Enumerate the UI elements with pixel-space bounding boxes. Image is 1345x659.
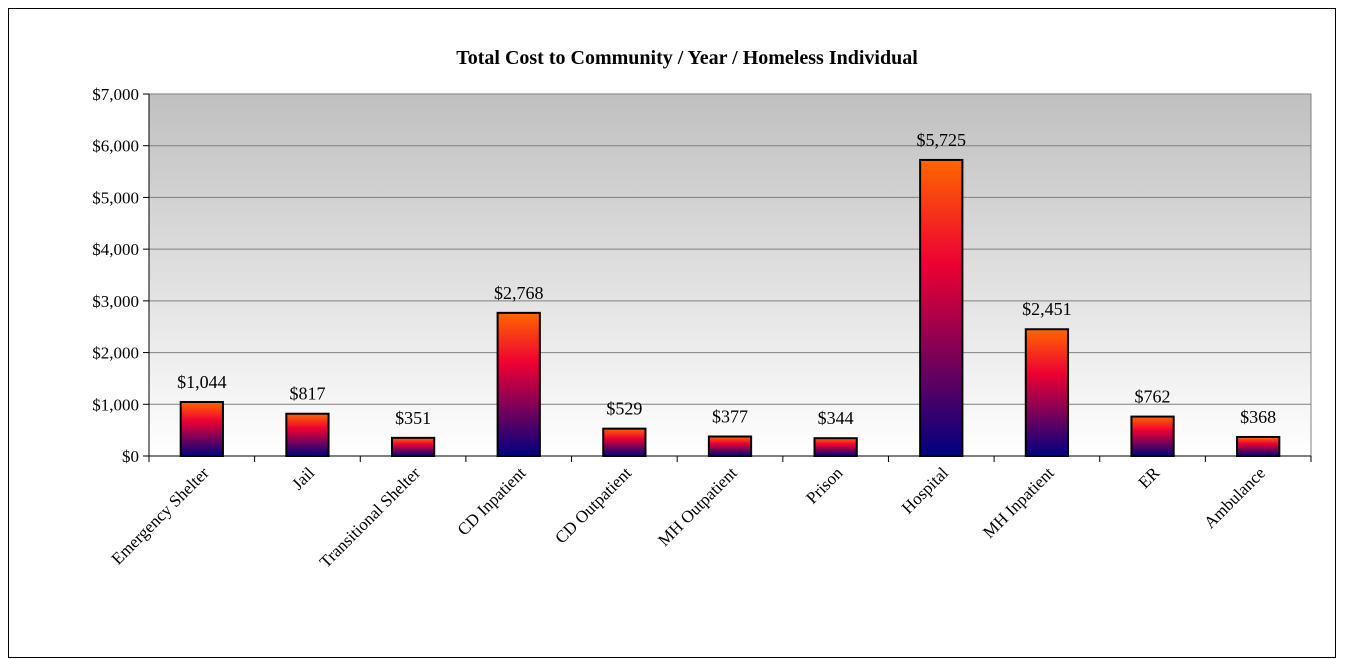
x-tick-label: CD Outpatient [551,463,635,547]
y-tick-label: $7,000 [92,85,139,104]
bars [179,158,1281,458]
x-tick-label: MH Outpatient [654,463,741,550]
bar [496,311,541,457]
x-tick-label: Hospital [898,463,952,517]
y-tick-label: $3,000 [92,292,139,311]
x-tick-label: Emergency Shelter [108,463,213,568]
bar [285,412,330,457]
y-tick-label: $1,000 [92,395,139,414]
y-tick-label: $0 [122,447,139,466]
bar [707,435,753,458]
data-label: $377 [712,407,748,427]
data-label: $529 [606,399,642,419]
bar [179,401,224,457]
x-tick-label: Prison [802,463,847,508]
bar [1130,415,1175,458]
data-label: $351 [395,408,431,428]
x-tick-label: CD Inpatient [454,463,530,539]
chart-title: Total Cost to Community / Year / Homeles… [456,47,918,69]
x-tick-label: ER [1135,463,1164,492]
bar [813,437,858,458]
data-label: $5,725 [917,130,967,150]
plot-area [148,93,1312,457]
y-tick-label: $2,000 [92,344,139,363]
x-tick-label: MH Inpatient [979,463,1058,542]
data-label: $344 [818,408,854,428]
data-label: $762 [1135,387,1171,407]
y-tick-label: $5,000 [92,188,139,207]
y-tick-label: $6,000 [92,137,139,156]
gridlines [149,145,1311,405]
bar [602,427,647,458]
bar [1236,435,1281,458]
bar [919,158,964,458]
bar [1024,328,1070,458]
data-label: $1,044 [177,372,227,392]
bar [390,436,436,458]
data-labels: $1,044 $817 $351 $2,768 $529 $377 $344 $5,725 $2… [177,130,1276,428]
x-tick-label: Jail [288,463,318,493]
data-label: $2,768 [494,283,544,303]
y-tick-label: $4,000 [92,240,139,259]
bar-chart: Total Cost to Community / Year / Homeles… [92,47,1312,572]
chart-frame: Total Cost to Community / Year / Homeles… [8,8,1336,658]
x-tick-label: Transitional Shelter [316,463,424,571]
data-label: $817 [289,384,325,404]
data-label: $368 [1240,407,1276,427]
data-label: $2,451 [1022,299,1072,319]
x-tick-label: Ambulance [1200,463,1269,532]
